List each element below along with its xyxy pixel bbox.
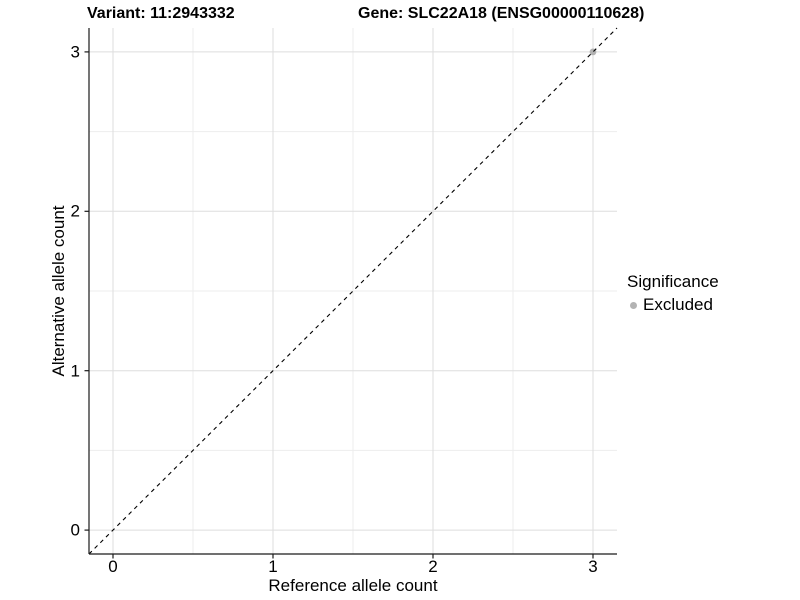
x-tick-label-1: 1 (268, 557, 278, 576)
legend-item-label: Excluded (643, 295, 713, 314)
legend: Significance Excluded (627, 272, 719, 315)
y-tick-label-0: 0 (70, 520, 80, 540)
plot-title-variant: Variant: 11:2943332 (87, 5, 235, 22)
x-tick-label-3: 3 (588, 557, 598, 576)
x-tick-label-2: 2 (428, 557, 438, 576)
y-tick-label-1: 1 (70, 361, 80, 381)
x-tick-label-0: 0 (108, 557, 118, 576)
legend-point-icon (630, 301, 637, 309)
y-tick-label-2: 2 (70, 201, 80, 221)
plot-title-gene: Gene: SLC22A18 (ENSG00000110628) (358, 5, 645, 22)
legend-title: Significance (627, 272, 719, 291)
y-axis-title: Alternative allele count (49, 205, 68, 377)
x-axis-title: Reference allele count (268, 576, 438, 595)
y-tick-label-3: 3 (70, 42, 80, 62)
legend-item-excluded: Excluded (627, 295, 719, 315)
